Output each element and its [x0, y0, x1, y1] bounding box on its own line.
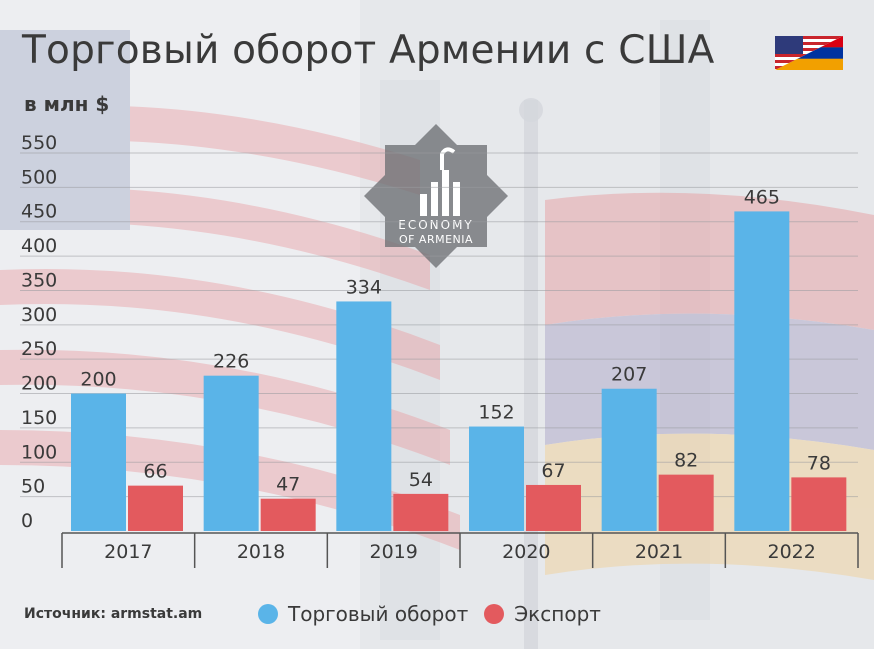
y-tick-label: 400: [21, 235, 57, 257]
data-label-export-2019: 54: [409, 469, 433, 491]
data-label-turnover-2022: 465: [744, 186, 780, 208]
source-note: Источник: armstat.am: [24, 606, 203, 622]
usa-armenia-flag-icon: [775, 36, 843, 70]
bar-turnover-2018: [203, 375, 259, 531]
bar-export-2017: [128, 485, 183, 531]
legend-item-export: Экспорт: [484, 602, 601, 626]
bar-turnover-2022: [734, 211, 790, 531]
legend-label-turnover: Торговый оборот: [288, 602, 469, 626]
x-tick-label-2022: 2022: [767, 541, 815, 563]
bar-export-2019: [393, 493, 449, 531]
legend-label-export: Экспорт: [514, 602, 601, 626]
bar-export-2022: [791, 477, 847, 531]
unit-subtitle: в млн $: [24, 92, 110, 116]
bar-turnover-2020: [469, 426, 524, 531]
x-tick-label-2018: 2018: [237, 541, 285, 563]
data-label-turnover-2018: 226: [213, 351, 249, 373]
x-tick-label-2021: 2021: [635, 541, 683, 563]
y-tick-label: 0: [21, 510, 33, 532]
data-label-export-2022: 78: [807, 452, 831, 474]
x-tick-label-2020: 2020: [502, 541, 550, 563]
bar-export-2021: [658, 474, 714, 531]
svg-text:OF ARMENIA: OF ARMENIA: [399, 233, 473, 246]
x-tick-label-2019: 2019: [369, 541, 417, 563]
data-label-turnover-2021: 207: [611, 364, 647, 386]
page-title: Торговый оборот Армении с США: [22, 28, 715, 73]
y-tick-label: 550: [21, 132, 57, 154]
bar-export-2020: [526, 484, 581, 531]
legend-item-turnover: Торговый оборот: [258, 602, 468, 626]
y-tick-label: 150: [21, 407, 57, 429]
data-label-turnover-2017: 200: [80, 369, 116, 391]
y-tick-label: 50: [21, 476, 45, 498]
bar-turnover-2017: [71, 393, 126, 531]
y-tick-label: 500: [21, 166, 57, 188]
data-label-export-2017: 66: [143, 461, 167, 483]
data-label-export-2021: 82: [674, 450, 698, 472]
y-tick-label: 300: [21, 304, 57, 326]
y-tick-label: 350: [21, 269, 57, 291]
chart-legend: Торговый оборот Экспорт: [258, 600, 617, 628]
data-label-export-2018: 47: [276, 474, 300, 496]
y-tick-label: 450: [21, 201, 57, 223]
bar-turnover-2019: [336, 301, 392, 531]
legend-dot-export: [484, 604, 505, 624]
data-label-turnover-2019: 334: [346, 276, 382, 298]
data-label-turnover-2020: 152: [478, 402, 514, 424]
y-tick-label: 250: [21, 338, 57, 360]
legend-dot-turnover: [258, 604, 278, 624]
y-tick-label: 100: [21, 441, 57, 463]
data-label-export-2020: 67: [541, 460, 565, 482]
bar-export-2018: [260, 498, 316, 531]
y-tick-label: 200: [21, 373, 57, 395]
x-tick-label-2017: 2017: [104, 541, 152, 563]
bar-turnover-2021: [601, 388, 657, 531]
